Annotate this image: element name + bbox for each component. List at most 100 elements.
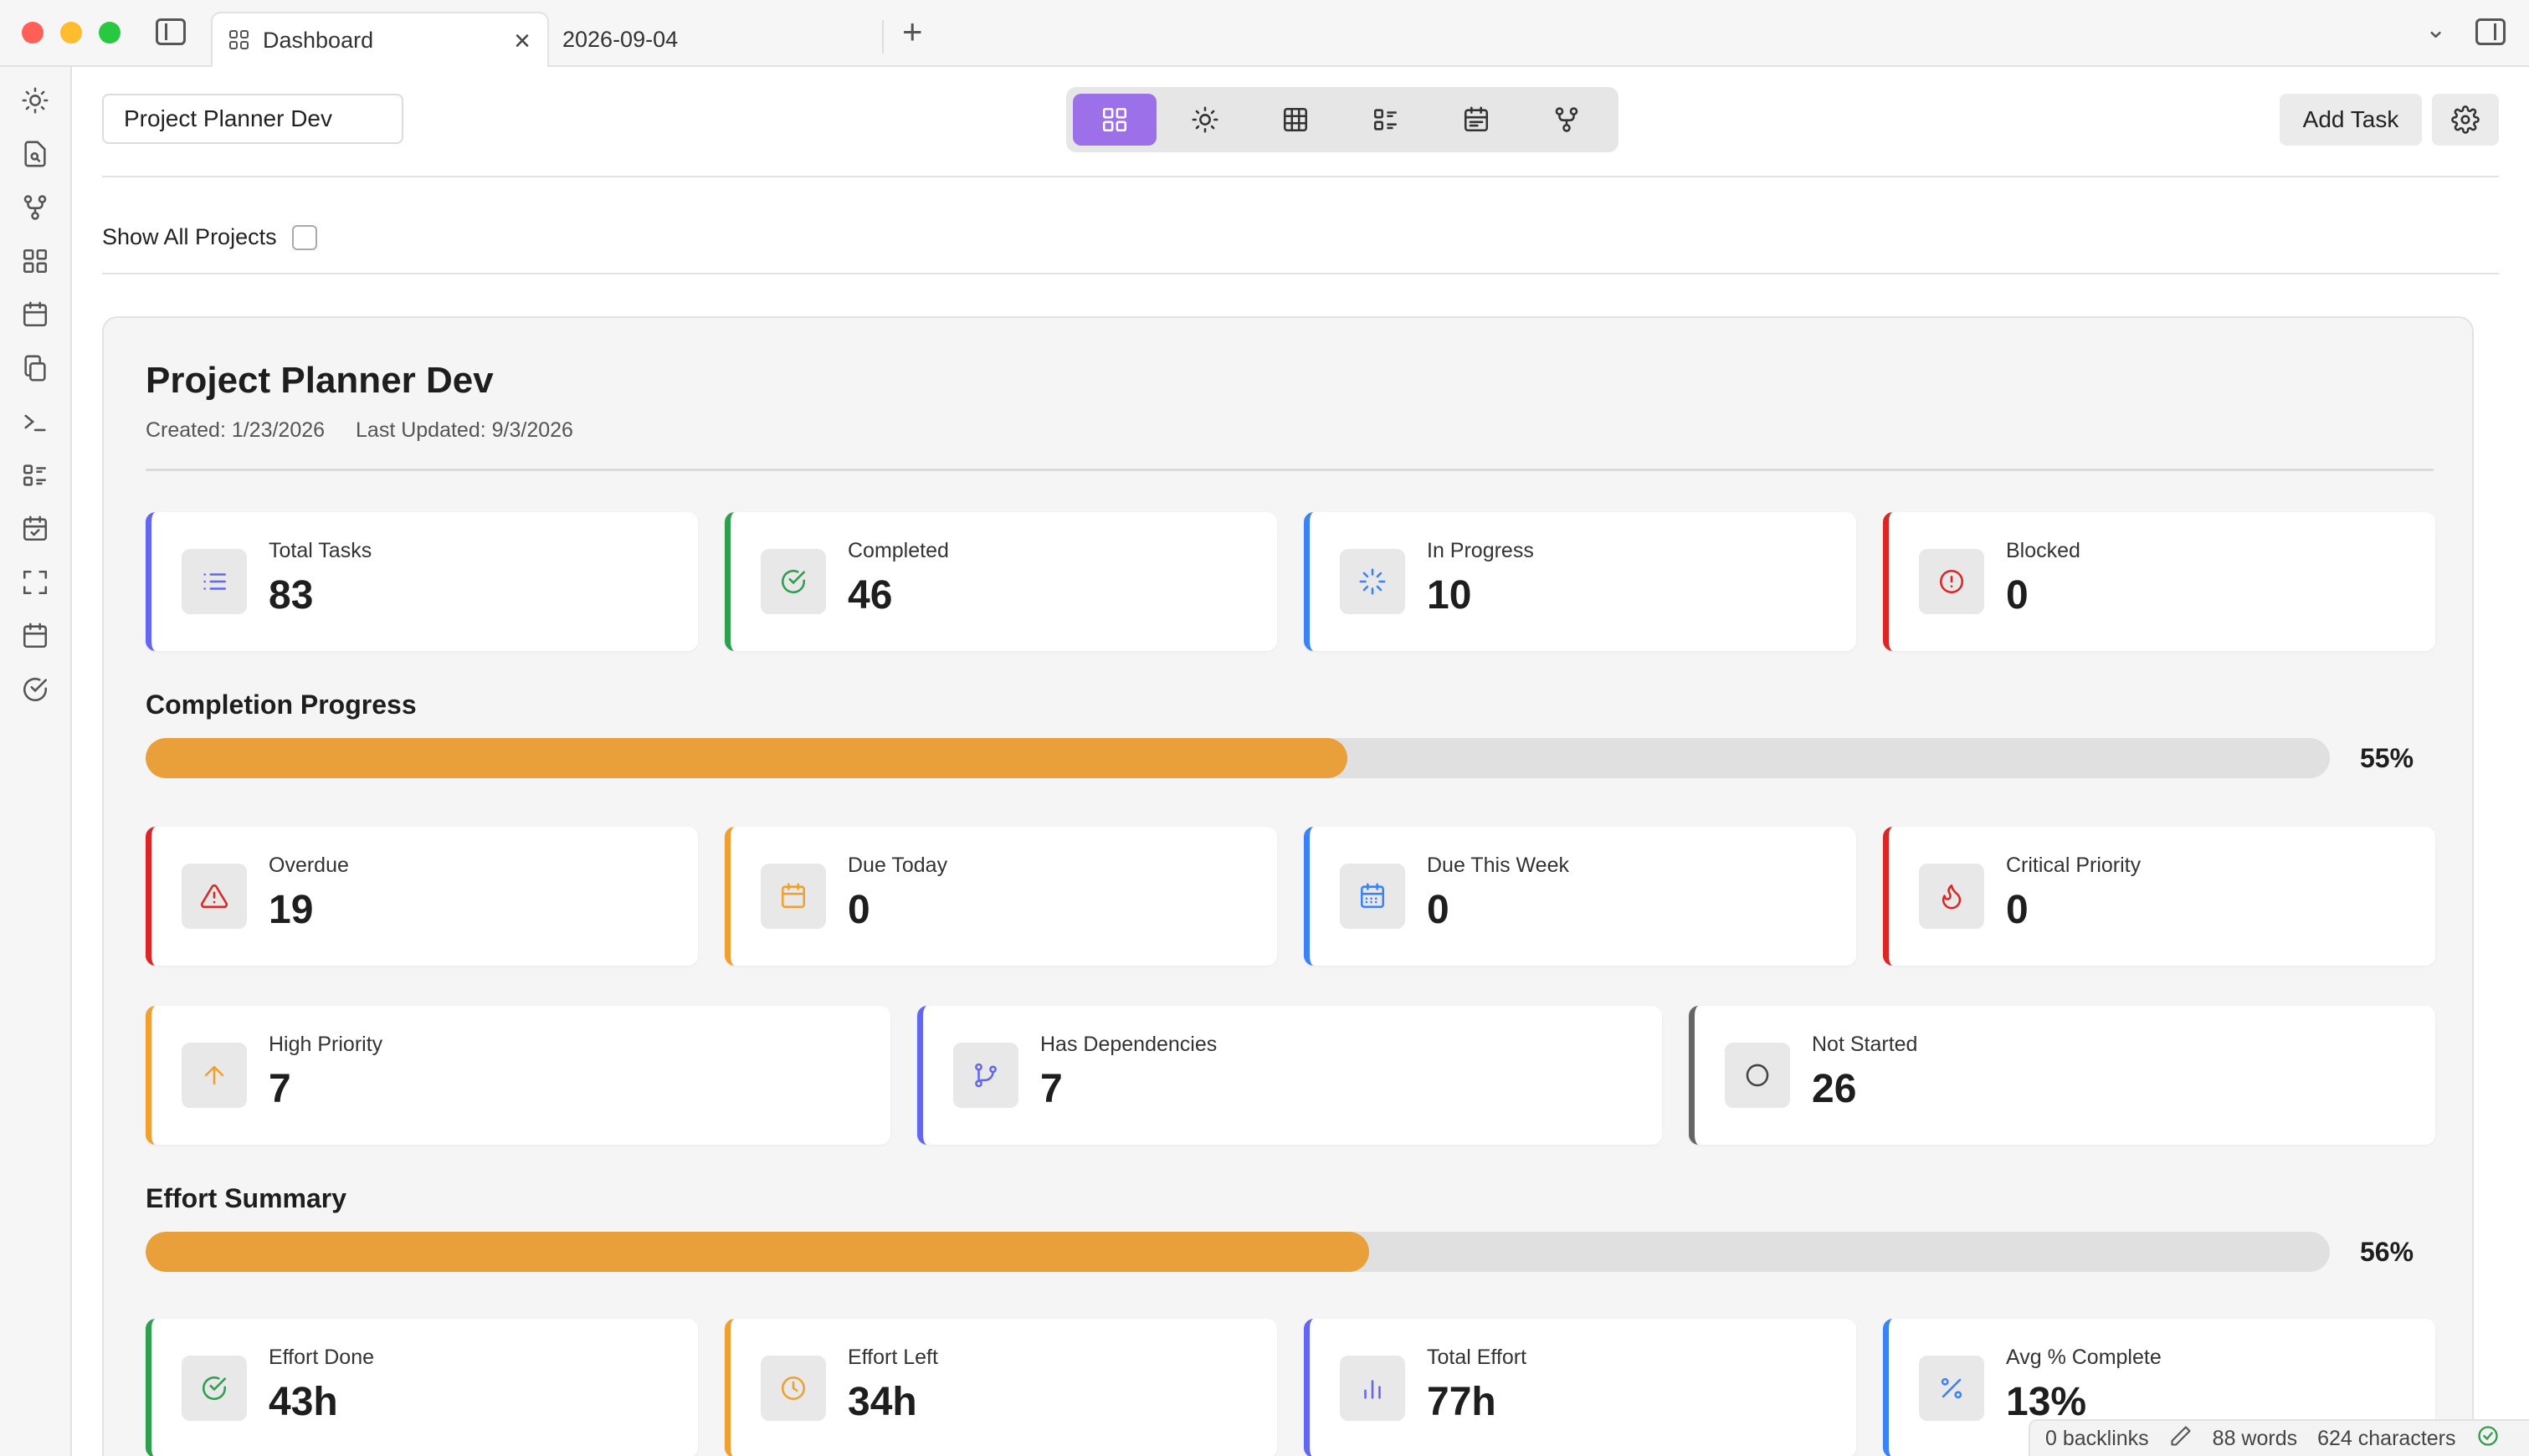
close-window-button[interactable] <box>22 22 44 44</box>
add-task-button[interactable]: Add Task <box>2280 94 2422 146</box>
left-ribbon <box>0 67 72 1456</box>
stat-value: 7 <box>1040 1067 1063 1111</box>
new-tab-plus-icon[interactable]: + <box>902 12 923 51</box>
stat-card-total-effort: Total Effort 77h <box>1304 1319 1856 1456</box>
updated-date: Last Updated: 9/3/2026 <box>356 418 573 442</box>
warning-triangle-icon <box>200 884 228 909</box>
terminal-icon[interactable] <box>18 405 52 438</box>
stat-value: 7 <box>269 1067 291 1111</box>
right-sidebar-toggle-icon[interactable] <box>2475 18 2506 45</box>
title-bar: Dashboard × 2026-09-04 + ⌄ <box>0 0 2529 67</box>
calendar-icon <box>781 883 806 909</box>
stat-label: Total Tasks <box>269 539 372 562</box>
effort-progress-fill <box>146 1232 1369 1272</box>
backlinks-count[interactable]: 0 backlinks <box>2045 1426 2149 1450</box>
calendar-icon[interactable] <box>18 298 52 331</box>
stat-card-not-started: Not Started 26 <box>1689 1006 2435 1145</box>
stat-card-overdue: Overdue 19 <box>146 827 698 966</box>
effort-progress-bar <box>146 1232 2330 1272</box>
percent-icon <box>1941 1377 1962 1399</box>
calendar-check-icon[interactable] <box>18 512 52 546</box>
project-dashboard-panel: Project Planner Dev Created: 1/23/2026 L… <box>102 316 2474 1456</box>
project-title: Project Planner Dev <box>146 360 494 401</box>
stat-label: Avg % Complete <box>2006 1346 2162 1369</box>
tab-dashboard[interactable]: Dashboard × <box>211 12 549 67</box>
alert-circle-icon <box>1939 569 1964 594</box>
divider <box>102 176 2499 177</box>
checklist-icon[interactable] <box>18 459 52 492</box>
tab-label: 2026-09-04 <box>562 26 679 52</box>
fullscreen-icon[interactable] <box>18 566 52 599</box>
stat-label: Completed <box>848 539 949 562</box>
stat-value: 34h <box>848 1380 917 1424</box>
file-search-icon[interactable] <box>18 137 52 171</box>
gear-icon <box>2451 105 2480 134</box>
tab-daily-note[interactable]: 2026-09-04 <box>562 12 880 67</box>
stat-card-effort-left: Effort Left 34h <box>725 1319 1277 1456</box>
sync-check-icon[interactable] <box>2476 1424 2500 1453</box>
stat-value: 0 <box>848 888 870 932</box>
chevron-down-icon[interactable]: ⌄ <box>2425 16 2447 44</box>
show-all-projects-toggle[interactable]: Show All Projects <box>102 224 317 250</box>
dependency-graph-icon <box>1555 107 1578 132</box>
stat-card-completed: Completed 46 <box>725 512 1277 651</box>
close-icon[interactable]: × <box>514 25 531 57</box>
zoom-window-button[interactable] <box>99 22 121 44</box>
minimize-window-button[interactable] <box>60 22 82 44</box>
stat-card-has-dependencies: Has Dependencies 7 <box>917 1006 1662 1145</box>
stat-label: In Progress <box>1427 539 1534 562</box>
copy-files-icon[interactable] <box>18 351 52 385</box>
main-content: Project Planner Dev Add Task <box>74 69 2529 1456</box>
stat-label: Effort Left <box>848 1346 938 1369</box>
stat-value: 0 <box>1427 888 1449 932</box>
pencil-icon[interactable] <box>2169 1424 2193 1453</box>
clock-icon <box>781 1376 806 1401</box>
completion-progress-bar <box>146 738 2330 778</box>
sun-icon <box>1192 106 1218 133</box>
stat-label: Effort Done <box>269 1346 375 1369</box>
character-count: 624 characters <box>2317 1426 2456 1450</box>
sun-icon[interactable] <box>18 84 52 117</box>
stat-card-effort-done: Effort Done 43h <box>146 1319 698 1456</box>
show-all-projects-checkbox[interactable] <box>291 224 317 250</box>
stat-label: Blocked <box>2006 539 2080 562</box>
created-date: Created: 1/23/2026 <box>146 418 326 442</box>
stat-value: 26 <box>1812 1067 1857 1111</box>
calendar-icon[interactable] <box>18 619 52 653</box>
stat-card-total-tasks: Total Tasks 83 <box>146 512 698 651</box>
stat-value: 10 <box>1427 573 1472 618</box>
calendar-week-icon <box>1360 883 1385 909</box>
stat-value: 0 <box>2006 573 2029 618</box>
stat-value: 19 <box>269 888 314 932</box>
settings-button[interactable] <box>2432 94 2499 146</box>
stat-value: 43h <box>269 1380 338 1424</box>
stat-label: Total Effort <box>1427 1346 1527 1369</box>
stat-value: 46 <box>848 573 893 618</box>
left-sidebar-toggle-icon[interactable] <box>156 18 186 45</box>
show-all-projects-label: Show All Projects <box>102 224 277 249</box>
stat-card-critical-priority: Critical Priority 0 <box>1883 827 2435 966</box>
check-circle-icon[interactable] <box>18 673 52 706</box>
dependency-view-button[interactable] <box>1525 94 1608 146</box>
list-view-button[interactable] <box>1344 94 1428 146</box>
project-meta: Created: 1/23/2026 Last Updated: 9/3/202… <box>146 418 573 443</box>
stat-card-in-progress: In Progress 10 <box>1304 512 1856 651</box>
table-view-button[interactable] <box>1254 94 1337 146</box>
today-view-button[interactable] <box>1163 94 1247 146</box>
stat-card-due-this-week: Due This Week 0 <box>1304 827 1856 966</box>
git-branch-icon <box>975 1063 997 1088</box>
stat-value: 0 <box>2006 888 2029 932</box>
stat-label: Critical Priority <box>2006 854 2142 877</box>
dashboard-view-button[interactable] <box>1073 94 1157 146</box>
project-select[interactable]: Project Planner Dev <box>102 94 403 144</box>
check-circle-icon <box>202 1376 227 1401</box>
view-switcher <box>1066 87 1618 152</box>
flame-icon <box>1942 884 1962 910</box>
tab-divider <box>882 20 884 54</box>
graph-view-icon[interactable] <box>18 191 52 224</box>
calendar-view-button[interactable] <box>1434 94 1518 146</box>
bar-chart-icon <box>1364 1380 1381 1399</box>
calendar-icon <box>1464 106 1489 132</box>
dashboard-icon[interactable] <box>18 244 52 278</box>
completion-progress-fill <box>146 738 1347 778</box>
